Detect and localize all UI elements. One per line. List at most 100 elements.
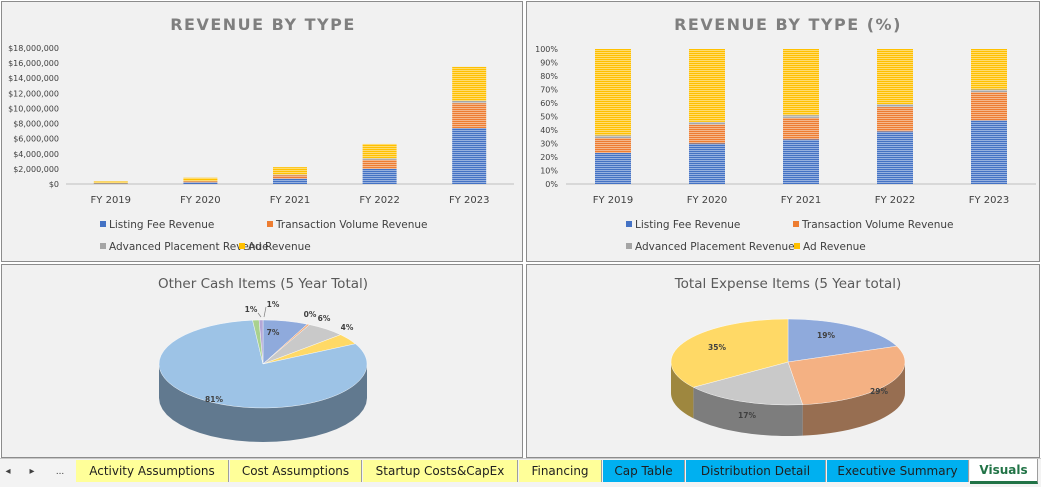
y-tick-label: 60%: [540, 99, 558, 108]
tab-financing[interactable]: Financing: [519, 460, 602, 482]
bar-segment: [595, 49, 631, 136]
other-cash-items-svg: Other Cash Items (5 Year Total) 7% 0% 6% 4% 8…: [158, 276, 368, 442]
data-label: 35%: [708, 343, 726, 352]
x-tick-label: FY 2020: [687, 195, 728, 206]
pie-slice: [692, 361, 803, 406]
legend-swatch: [793, 221, 799, 227]
sheet-tab-bar: ◂ ▸ ... Activity Assumptions Cost Assump…: [0, 458, 1041, 487]
bar-segment: [689, 121, 725, 125]
data-label: 0%: [304, 310, 317, 319]
bar-segment: [689, 49, 725, 122]
bar-segment: [783, 117, 819, 140]
x-tick-label: FY 2019: [593, 195, 634, 206]
y-tick-label: 10%: [540, 167, 558, 176]
bar-segment: [362, 158, 397, 160]
data-label: 6%: [318, 314, 331, 323]
tab-executive-summary[interactable]: Executive Summary: [827, 460, 969, 482]
bar-segment: [595, 152, 631, 184]
legend-swatch: [239, 243, 245, 249]
legend-swatch: [100, 221, 106, 227]
bar-segment: [877, 49, 913, 105]
revenue-by-type-percent-svg: REVENUE BY TYPE (%) 100% 90% 80% 70% 60% 50% 40…: [535, 15, 1036, 253]
revenue-by-type-chart[interactable]: REVENUE BY TYPE $18,000,000 $16,000,000 $14…: [1, 1, 523, 262]
y-tick-label: $14,000,000: [8, 74, 59, 83]
leader-line: [263, 306, 267, 318]
bar-segment: [877, 104, 913, 108]
y-tick-label: $18,000,000: [8, 44, 59, 53]
pie-slice: [670, 318, 789, 388]
data-label: 19%: [817, 331, 835, 340]
bar-segment: [452, 103, 487, 129]
x-tick-label: FY 2019: [91, 195, 132, 206]
bar-segment: [452, 66, 487, 101]
next-sheet-icon[interactable]: ▸: [29, 466, 35, 477]
bar-segment: [877, 107, 913, 132]
y-tick-label: 70%: [540, 86, 558, 95]
bar-segment: [273, 175, 307, 179]
pie-slice: [158, 320, 368, 409]
chart-title: Total Expense Items (5 Year total): [674, 276, 902, 292]
bar-segment: [183, 177, 218, 182]
y-tick-label: $10,000,000: [8, 104, 59, 113]
y-tick-label: $8,000,000: [13, 120, 59, 129]
y-tick-label: $6,000,000: [13, 135, 59, 144]
bar-segment: [595, 135, 631, 139]
y-tick-label: $12,000,000: [8, 89, 59, 98]
bar-segment: [971, 49, 1007, 90]
bar-segment: [971, 92, 1007, 121]
data-label: 29%: [870, 387, 888, 396]
tab-cost-assumptions[interactable]: Cost Assumptions: [230, 460, 362, 482]
pie-slice: [258, 319, 264, 365]
legend-label: Ad Revenue: [803, 241, 866, 253]
bar-segment: [452, 100, 487, 104]
bar-segment: [783, 115, 819, 118]
x-tick-label: FY 2023: [449, 195, 490, 206]
bar-segment: [595, 138, 631, 153]
leader-line: [257, 312, 262, 318]
bar-segment: [783, 139, 819, 184]
legend-label: Listing Fee Revenue: [635, 219, 740, 231]
data-label: 17%: [738, 411, 756, 420]
data-label: 81%: [205, 395, 223, 404]
y-tick-label: $4,000,000: [13, 150, 59, 159]
y-tick-label: 40%: [540, 126, 558, 135]
tab-startup-costs-capex[interactable]: Startup Costs&CapEx: [363, 460, 518, 482]
x-tick-label: FY 2023: [969, 195, 1010, 206]
prev-sheet-icon[interactable]: ◂: [5, 466, 11, 477]
data-label: 7%: [267, 328, 280, 337]
pie-slice: [787, 318, 898, 363]
total-expense-items-chart[interactable]: Total Expense Items (5 Year total) 19% 29%…: [526, 264, 1040, 458]
revenue-by-type-percent-chart[interactable]: REVENUE BY TYPE (%) 100% 90% 80% 70% 60% 50% 40…: [526, 1, 1040, 262]
y-tick-label: $0: [49, 180, 59, 189]
bar-segment: [689, 143, 725, 184]
tab-visuals[interactable]: Visuals: [970, 459, 1038, 484]
tab-distribution-detail[interactable]: Distribution Detail: [686, 460, 826, 482]
bar-segment: [971, 89, 1007, 93]
y-tick-label: 90%: [540, 59, 558, 68]
legend-swatch: [794, 243, 800, 249]
other-cash-items-chart[interactable]: Other Cash Items (5 Year Total) 7% 0% 6% 4% 8…: [1, 264, 523, 458]
x-tick-label: FY 2021: [270, 195, 311, 206]
x-tick-label: FY 2020: [180, 195, 221, 206]
x-tick-label: FY 2022: [875, 195, 916, 206]
bar-segment: [452, 128, 487, 184]
bar-segment: [93, 181, 128, 184]
legend-label: Advanced Placement Revenue: [635, 241, 795, 253]
tab-cap-table[interactable]: Cap Table: [603, 460, 685, 482]
more-sheets-button[interactable]: ...: [55, 466, 65, 477]
legend-label: Listing Fee Revenue: [109, 219, 214, 231]
bar-segment: [362, 159, 397, 169]
legend-swatch: [626, 243, 632, 249]
chart-title: REVENUE BY TYPE: [170, 15, 356, 34]
bar-segment: [783, 49, 819, 116]
bar-segment: [362, 168, 397, 184]
legend-label: Advanced Placement Revenue: [109, 241, 269, 253]
chart-title: Other Cash Items (5 Year Total): [158, 276, 368, 292]
data-label: 4%: [341, 323, 354, 332]
legend-swatch: [100, 243, 106, 249]
bar-segment: [273, 174, 307, 176]
pie-side: [159, 364, 367, 442]
tab-activity-assumptions[interactable]: Activity Assumptions: [76, 460, 229, 482]
total-expense-items-svg: Total Expense Items (5 Year total) 19% 29%…: [670, 276, 906, 436]
y-tick-label: 30%: [540, 140, 558, 149]
